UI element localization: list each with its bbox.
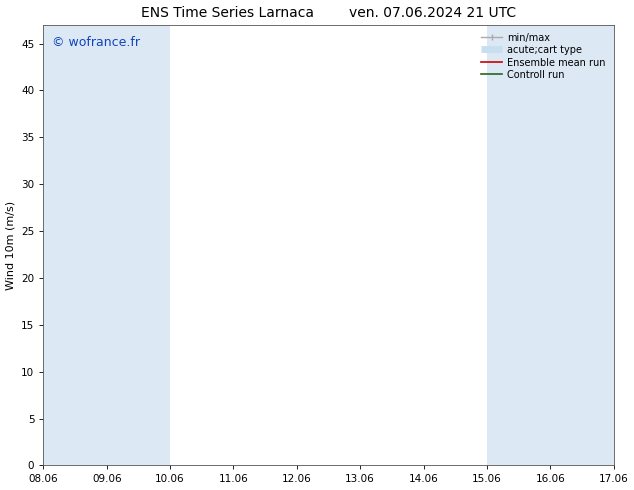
Title: ENS Time Series Larnaca        ven. 07.06.2024 21 UTC: ENS Time Series Larnaca ven. 07.06.2024 … xyxy=(141,5,516,20)
Bar xyxy=(43,25,107,465)
Bar xyxy=(614,25,634,465)
Y-axis label: Wind 10m (m/s): Wind 10m (m/s) xyxy=(6,200,16,290)
Text: © wofrance.fr: © wofrance.fr xyxy=(52,36,140,49)
Bar xyxy=(550,25,614,465)
Bar xyxy=(107,25,170,465)
Bar xyxy=(487,25,550,465)
Legend: min/max, acute;cart type, Ensemble mean run, Controll run: min/max, acute;cart type, Ensemble mean … xyxy=(478,30,609,83)
